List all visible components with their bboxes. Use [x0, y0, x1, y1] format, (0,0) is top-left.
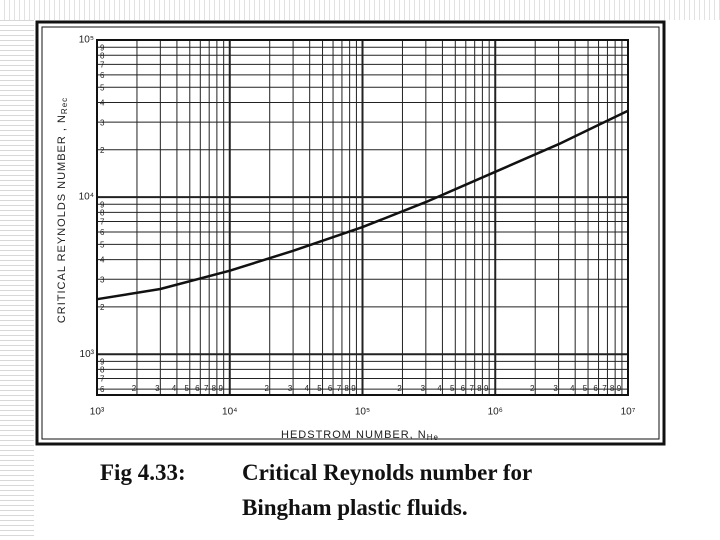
y-tick-label: 5	[100, 241, 105, 250]
y-tick-label: 6	[100, 71, 105, 80]
x-tick-label: 5	[185, 384, 190, 393]
background-pattern	[0, 0, 720, 20]
y-tick-label: 9	[100, 43, 105, 52]
x-tick-label: 10³	[90, 407, 105, 418]
y-axis-title: CRITICAL REYNOLDS NUMBER , NRec	[56, 97, 69, 323]
x-tick-label: 4	[172, 384, 177, 393]
x-tick-label: 10⁴	[222, 407, 237, 418]
y-tick-label: 2	[100, 303, 105, 312]
y-axis-title-text: CRITICAL REYNOLDS NUMBER , N	[56, 114, 68, 323]
y-tick-label: 10⁵	[79, 35, 94, 46]
caption-label: Fig 4.33:	[100, 460, 186, 485]
caption-line: Bingham plastic fluids.	[242, 495, 468, 520]
y-tick-label: 9	[100, 358, 105, 367]
x-tick-label: 3	[421, 384, 426, 393]
x-tick-label: 8	[212, 384, 217, 393]
y-tick-label: 4	[100, 256, 105, 265]
x-tick-label: 6	[195, 384, 200, 393]
y-tick-label: 10³	[80, 349, 95, 360]
x-axis-title-sub: He	[427, 433, 439, 442]
y-tick-label: 3	[100, 118, 105, 127]
y-tick-label: 8	[100, 208, 105, 217]
x-tick-label: 5	[450, 384, 455, 393]
background-pattern	[0, 0, 34, 540]
x-tick-label: 6	[461, 384, 466, 393]
x-tick-label: 9	[484, 384, 489, 393]
y-tick-label: 6	[100, 228, 105, 237]
x-tick-label: 3	[553, 384, 558, 393]
x-tick-label: 9	[218, 384, 223, 393]
x-tick-label: 2	[397, 384, 402, 393]
x-tick-label: 7	[337, 384, 342, 393]
plot-border	[96, 39, 629, 396]
x-tick-label: 2	[530, 384, 535, 393]
y-tick-label: 2	[100, 146, 105, 155]
x-tick-label: 6	[328, 384, 333, 393]
x-tick-label: 10⁶	[488, 407, 503, 418]
y-tick-label: 3	[100, 275, 105, 284]
x-tick-label: 4	[304, 384, 309, 393]
x-tick-label: 6	[593, 384, 598, 393]
y-tick-label: 5	[100, 83, 105, 92]
x-tick-label: 7	[469, 384, 474, 393]
x-tick-label: 8	[477, 384, 482, 393]
y-tick-label: 7	[100, 218, 105, 227]
x-axis-title: HEDSTROM NUMBER, NHe	[281, 429, 439, 442]
y-tick-label: 10⁴	[79, 192, 94, 203]
x-tick-label: 4	[570, 384, 575, 393]
y-tick-label: 6	[100, 385, 105, 394]
x-tick-label: 5	[317, 384, 322, 393]
y-tick-label: 9	[100, 200, 105, 209]
y-tick-label: 7	[100, 375, 105, 384]
x-tick-label: 10⁷	[621, 407, 636, 418]
frame-inner	[41, 26, 660, 440]
y-axis-title-sub: Rec	[60, 97, 69, 114]
data-line	[96, 109, 629, 301]
frame	[35, 20, 666, 446]
x-tick-label: 9	[617, 384, 622, 393]
x-axis-title-text: HEDSTROM NUMBER, N	[281, 429, 427, 441]
caption-text: Critical Reynolds number for Bingham pla…	[242, 455, 532, 525]
x-tick-label: 7	[204, 384, 209, 393]
x-tick-label: 2	[264, 384, 269, 393]
x-tick-label: 7	[602, 384, 607, 393]
x-tick-label: 4	[437, 384, 442, 393]
x-tick-label: 8	[610, 384, 615, 393]
y-tick-label: 8	[100, 51, 105, 60]
x-tick-label: 9	[351, 384, 356, 393]
x-tick-label: 2	[132, 384, 137, 393]
x-tick-label: 5	[583, 384, 588, 393]
y-tick-label: 8	[100, 366, 105, 375]
caption-line: Critical Reynolds number for	[242, 460, 533, 485]
x-tick-label: 3	[155, 384, 160, 393]
x-tick-label: 8	[344, 384, 349, 393]
y-tick-label: 7	[100, 60, 105, 69]
x-tick-label: 3	[288, 384, 293, 393]
y-tick-label: 4	[100, 99, 105, 108]
x-tick-label: 10⁵	[355, 407, 370, 418]
